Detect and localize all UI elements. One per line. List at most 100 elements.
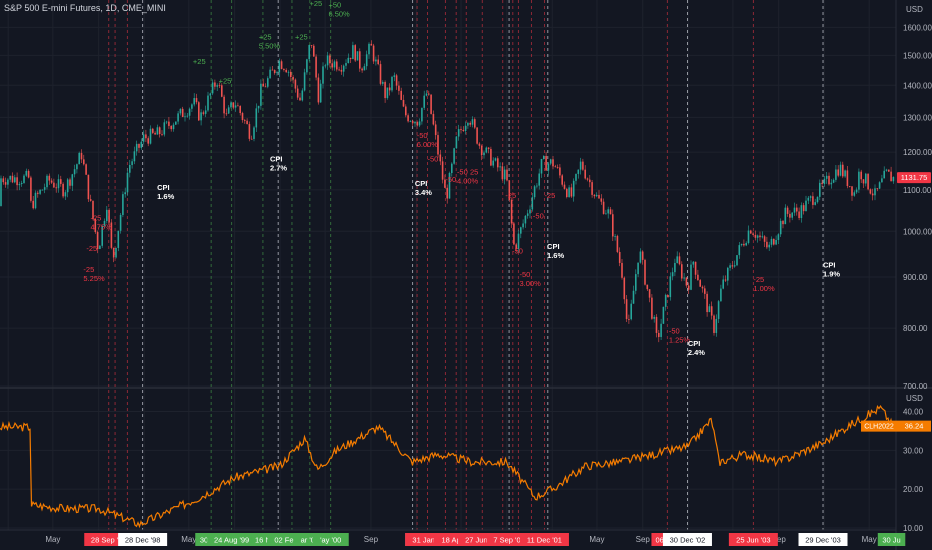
candle-body <box>400 90 402 100</box>
candle-body <box>660 323 662 337</box>
candle-body <box>848 185 851 187</box>
annotation-cut: -50 <box>428 154 439 163</box>
candle-body <box>768 244 770 248</box>
candle-body <box>163 122 166 135</box>
candle-body <box>303 72 306 91</box>
candle-body <box>878 182 881 189</box>
annotation-hike: +25 <box>295 33 308 42</box>
candle-body <box>540 158 543 174</box>
candle-body <box>204 110 207 114</box>
candle-body <box>773 238 775 245</box>
annotation-cpi: 2.4% <box>688 348 705 357</box>
candle-body <box>78 152 80 165</box>
candle-body <box>807 197 810 201</box>
candle-body <box>20 182 23 185</box>
annotation-cut: -50 <box>417 131 428 140</box>
candle-body <box>531 197 534 210</box>
candle-body <box>520 227 522 234</box>
candle-body <box>828 175 830 185</box>
candle-body <box>743 243 745 246</box>
candle-body <box>428 93 430 95</box>
candle-body <box>651 297 653 319</box>
candle-body <box>667 294 669 298</box>
candle-body <box>216 85 218 87</box>
candle-body <box>239 106 241 114</box>
candle-body <box>301 90 304 101</box>
candle-body <box>678 256 681 265</box>
candle-body <box>478 143 481 146</box>
candle-body <box>142 134 145 142</box>
candle-body <box>73 169 76 175</box>
candle-body <box>99 245 101 250</box>
candle-body <box>124 192 126 195</box>
candle-body <box>685 277 688 286</box>
price-tick-label: 1500.00 <box>903 51 932 60</box>
candle-body <box>308 45 310 60</box>
candle-body <box>48 175 51 181</box>
time-badge-label: 25 Jun '03 <box>736 536 770 545</box>
candle-body <box>543 155 545 159</box>
candle-body <box>331 63 333 68</box>
candle-body <box>76 164 78 170</box>
time-badge-label: 7 Sep '01 <box>493 536 524 545</box>
candle-body <box>655 316 658 333</box>
candle-body <box>177 113 179 122</box>
annotation-hike: 5.50% <box>259 42 281 51</box>
annotation-cut: -50 <box>669 327 680 336</box>
candle-body <box>264 86 267 88</box>
chart-title: S&P 500 E-mini Futures, 1D, CME_MINI <box>4 3 166 13</box>
time-badge-label: 24 Aug '99 <box>214 536 249 545</box>
candle-body <box>221 85 223 97</box>
candle-body <box>338 69 340 71</box>
time-badge-cpi <box>118 533 168 546</box>
annotation-cut: 4.75% <box>90 223 112 232</box>
candle-body <box>722 279 724 289</box>
price-currency: USD <box>906 5 923 14</box>
candle-body <box>439 154 442 162</box>
candle-body <box>687 285 690 290</box>
last-price-label: 1131.75 <box>897 172 931 184</box>
candle-body <box>591 182 593 195</box>
candle-body <box>844 170 846 177</box>
candle-body <box>191 104 193 109</box>
candle-body <box>457 129 460 137</box>
candle-body <box>423 95 425 108</box>
candle-body <box>23 175 25 183</box>
candle-body <box>616 235 619 252</box>
candle-body <box>227 107 230 114</box>
annotation-hike: +25 <box>259 33 272 42</box>
annotation-cpi: CPI <box>547 242 560 251</box>
time-badge-cpi <box>798 533 848 546</box>
candle-body <box>152 128 154 133</box>
candle-body <box>727 267 729 281</box>
candle-body <box>671 272 674 277</box>
candle-body <box>441 161 444 180</box>
candle-body <box>802 205 805 212</box>
annotation-cut: 4.00% <box>457 176 479 185</box>
candle-body <box>393 75 396 77</box>
candle-body <box>607 209 609 214</box>
candle-body <box>708 306 711 313</box>
candle-body <box>207 95 209 111</box>
candle-body <box>112 247 115 258</box>
candle-body <box>405 106 407 116</box>
candle-body <box>154 132 156 135</box>
candle-body <box>149 128 152 144</box>
candle-body <box>681 264 683 279</box>
annotation-cut: 6.00% <box>417 140 439 149</box>
annotation-hike: 6.50% <box>328 9 350 18</box>
sub-price-axis[interactable]: 40.00 30.00 20.00 10.00 <box>903 408 924 533</box>
sub-last-labels: CLH2022 36.24 <box>861 420 931 432</box>
candle-body <box>225 113 228 115</box>
price-axis[interactable]: 1600.00 1500.00 1400.00 1300.00 1200.00 1100.… <box>903 23 932 391</box>
candle-body <box>789 213 791 218</box>
candle-body <box>30 177 32 201</box>
candle-body <box>315 56 317 78</box>
candle-body <box>812 196 814 205</box>
candle-body <box>296 88 299 98</box>
candle-body <box>549 159 552 164</box>
candle-body <box>290 71 292 78</box>
candle-body <box>816 196 819 203</box>
